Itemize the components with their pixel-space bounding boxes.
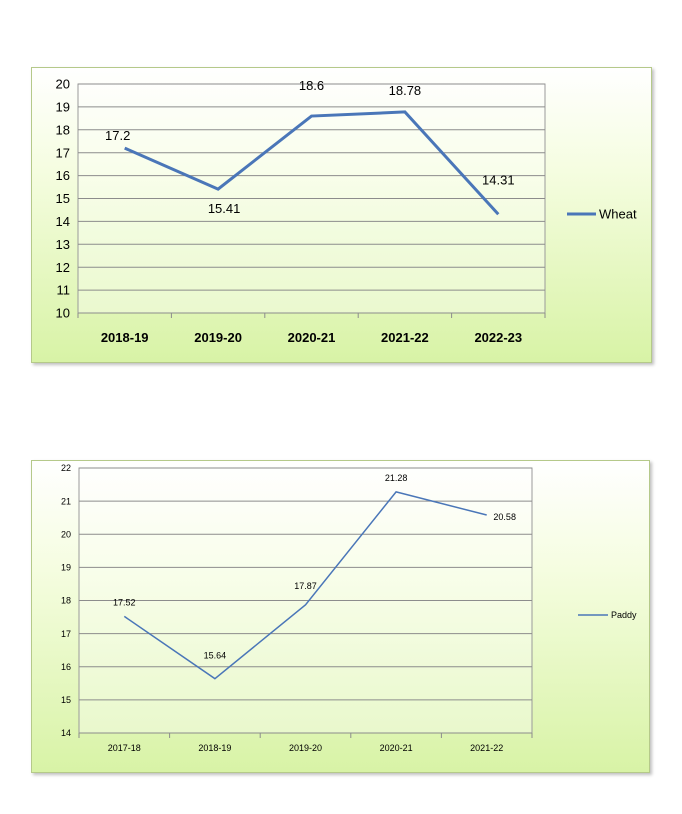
- series-line-wheat: [124, 110, 500, 216]
- y-tick-label: 14: [61, 728, 71, 738]
- y-tick-label: 18: [61, 596, 71, 606]
- data-label: 14.31: [482, 172, 515, 187]
- x-tick-label: 2020-21: [288, 330, 336, 345]
- y-tick-label: 15: [56, 191, 70, 206]
- x-tick-label: 2018-19: [101, 330, 149, 345]
- legend-label: Wheat: [599, 207, 637, 222]
- x-tick-label: 2022-23: [474, 330, 522, 345]
- paddy-chart-svg: 14 15 16 17 18 19 20 21 22 2017-18 2018-19 2019-20 2…: [61, 463, 637, 753]
- x-tick-label: 2017-18: [108, 743, 141, 753]
- x-tick-label: 2019-20: [194, 330, 242, 345]
- x-tick-label: 2018-19: [198, 743, 231, 753]
- y-tick-label: 14: [56, 214, 70, 229]
- data-label: 17.2: [105, 128, 130, 143]
- y-tick-label: 13: [56, 237, 70, 252]
- series-line-paddy: [123, 491, 487, 680]
- wheat-chart-svg: 10 11 12 13 14 15 16 17 18 19 20 2018-19 2019-20 2020…: [56, 77, 637, 345]
- data-label: 17.52: [113, 597, 136, 607]
- y-tick-label: 20: [56, 77, 70, 92]
- y-tick-label: 16: [61, 662, 71, 672]
- x-tick-label: 2019-20: [289, 743, 322, 753]
- y-tick-label: 17: [61, 629, 71, 639]
- data-label: 15.64: [204, 651, 227, 661]
- data-label: 18.78: [389, 83, 422, 98]
- y-tick-label: 11: [57, 283, 71, 298]
- x-tick-label: 2021-22: [470, 743, 503, 753]
- data-label: 17.87: [294, 581, 317, 591]
- x-tick-label: 2021-22: [381, 330, 429, 345]
- wheat-chart: 10 11 12 13 14 15 16 17 18 19 20 2018-19 2019-20 2020…: [31, 67, 652, 363]
- legend-label: Paddy: [611, 610, 637, 620]
- data-label: 18.6: [299, 78, 324, 93]
- x-tick-label: 2020-21: [380, 743, 413, 753]
- y-tick-label: 18: [56, 122, 70, 137]
- data-label: 21.28: [385, 473, 408, 483]
- y-tick-label: 19: [61, 563, 71, 573]
- y-tick-label: 12: [56, 260, 70, 275]
- y-tick-label: 15: [61, 695, 71, 705]
- data-label: 15.41: [208, 201, 241, 216]
- y-tick-label: 19: [56, 99, 70, 114]
- y-tick-label: 16: [56, 168, 70, 183]
- paddy-chart: 14 15 16 17 18 19 20 21 22 2017-18 2018-19 2019-20 2…: [31, 460, 650, 773]
- y-tick-label: 21: [61, 496, 71, 506]
- y-tick-label: 20: [61, 529, 71, 539]
- y-tick-label: 10: [56, 306, 70, 321]
- data-label: 20.58: [493, 512, 516, 522]
- y-tick-label: 17: [56, 145, 70, 160]
- y-tick-label: 22: [61, 463, 71, 473]
